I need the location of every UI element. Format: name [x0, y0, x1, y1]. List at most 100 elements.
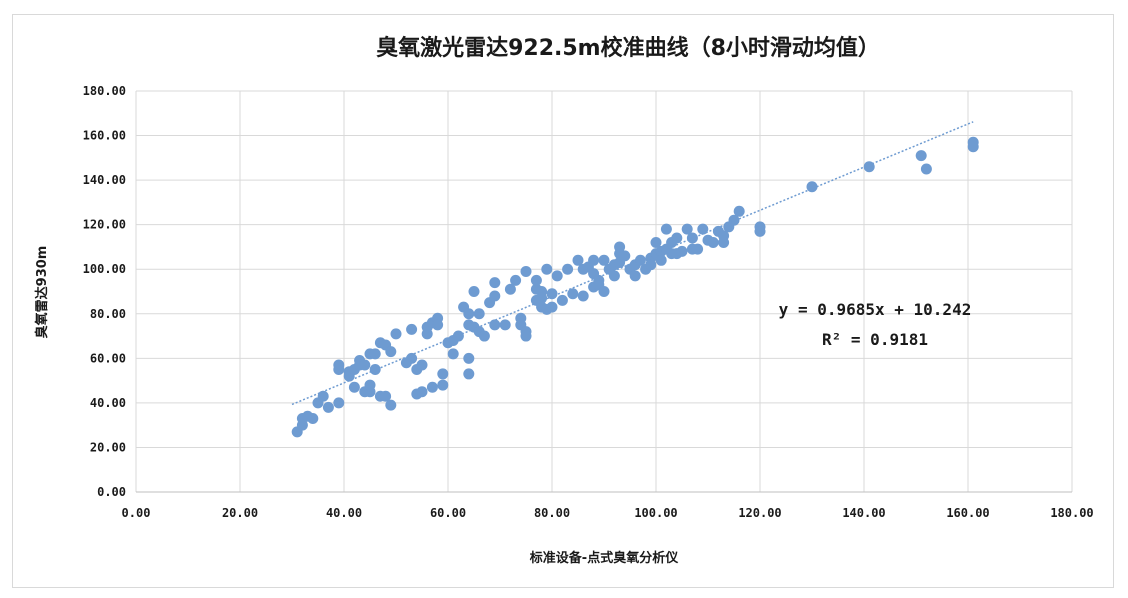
x-tick-label: 20.00 — [222, 506, 258, 520]
data-point — [692, 243, 704, 255]
data-point — [598, 254, 610, 266]
data-point — [489, 277, 501, 289]
data-point — [967, 141, 979, 153]
data-point — [437, 368, 449, 380]
data-point — [629, 270, 641, 282]
data-point — [697, 223, 709, 235]
data-point — [447, 348, 459, 360]
data-point — [546, 301, 558, 313]
data-point — [359, 359, 371, 371]
data-point — [489, 319, 501, 331]
data-point — [718, 236, 730, 248]
data-point — [733, 205, 745, 217]
y-tick-label: 120.00 — [83, 218, 126, 232]
data-point — [530, 274, 542, 286]
data-point — [468, 286, 480, 297]
data-point — [541, 263, 553, 275]
data-point — [562, 263, 574, 275]
x-tick-label: 100.00 — [634, 506, 677, 520]
data-point — [671, 232, 683, 244]
data-point — [676, 245, 688, 257]
data-point — [463, 308, 475, 320]
data-point — [520, 330, 532, 342]
data-point — [473, 308, 485, 320]
y-tick-label: 20.00 — [90, 440, 126, 454]
data-point — [863, 161, 875, 173]
trendline — [291, 121, 974, 406]
r-squared-label: R² = 0.9181 — [822, 330, 928, 349]
data-point — [437, 379, 449, 391]
data-point — [504, 283, 516, 295]
data-point — [728, 214, 740, 226]
data-point — [426, 381, 438, 393]
data-point — [806, 181, 818, 193]
y-tick-label: 0.00 — [97, 485, 126, 499]
data-point — [406, 352, 418, 364]
data-point — [608, 270, 620, 282]
grid-lines — [135, 90, 1073, 493]
data-point — [619, 250, 631, 262]
data-point — [655, 254, 667, 266]
data-point — [499, 319, 511, 331]
data-point — [754, 225, 766, 237]
data-point — [920, 163, 932, 175]
x-tick-label: 140.00 — [842, 506, 885, 520]
y-tick-label: 140.00 — [83, 173, 126, 187]
data-points — [291, 136, 979, 438]
x-axis-title: 标准设备-点式臭氧分析仪 — [529, 550, 679, 566]
data-point — [364, 379, 376, 391]
data-point — [406, 323, 418, 335]
y-tick-label: 180.00 — [83, 84, 126, 98]
data-point — [660, 223, 672, 235]
data-point — [577, 290, 589, 302]
data-point — [390, 328, 402, 340]
x-tick-labels: 0.00 20.00 40.00 60.00 80.00 100.00 120.00 140.… — [122, 506, 1094, 520]
chart-title: 臭氧激光雷达922.5m校准曲线（8小时滑动均值） — [376, 35, 880, 61]
data-point — [463, 352, 475, 364]
x-tick-label: 0.00 — [122, 506, 151, 520]
y-tick-label: 80.00 — [90, 307, 126, 321]
y-tick-label: 100.00 — [83, 262, 126, 276]
data-point — [380, 390, 392, 402]
x-tick-label: 80.00 — [534, 506, 570, 520]
data-point — [515, 312, 527, 324]
data-point — [307, 412, 319, 424]
data-point — [416, 359, 428, 371]
data-point — [385, 399, 397, 411]
data-point — [478, 330, 490, 342]
data-point — [572, 254, 584, 266]
data-point — [520, 265, 532, 277]
data-point — [489, 290, 501, 302]
x-tick-label: 40.00 — [326, 506, 362, 520]
y-tick-labels: 0.00 20.00 40.00 60.00 80.00 100.00 120.00 140.… — [83, 84, 126, 499]
data-point — [416, 386, 428, 398]
data-point — [385, 346, 397, 358]
data-point — [681, 223, 693, 235]
y-axis-title: 臭氧雷达930m — [34, 246, 50, 339]
data-point — [915, 150, 927, 162]
data-point — [432, 319, 444, 331]
y-tick-label: 40.00 — [90, 396, 126, 410]
data-point — [333, 359, 345, 371]
x-tick-label: 180.00 — [1050, 506, 1093, 520]
data-point — [322, 401, 334, 413]
data-point — [707, 236, 719, 248]
data-point — [645, 259, 657, 271]
data-point — [614, 241, 626, 253]
data-point — [463, 368, 475, 380]
data-point — [333, 397, 345, 409]
data-point — [536, 292, 548, 304]
data-point — [317, 390, 329, 402]
y-tick-label: 60.00 — [90, 351, 126, 365]
x-tick-label: 60.00 — [430, 506, 466, 520]
trendline-equation: y = 0.9685x + 10.242 — [779, 300, 972, 319]
data-point — [546, 288, 558, 300]
data-point — [588, 254, 600, 266]
data-point — [551, 270, 563, 282]
data-point — [348, 381, 360, 393]
data-point — [650, 236, 662, 248]
data-point — [567, 288, 579, 300]
data-point — [510, 274, 522, 286]
x-tick-label: 160.00 — [946, 506, 989, 520]
